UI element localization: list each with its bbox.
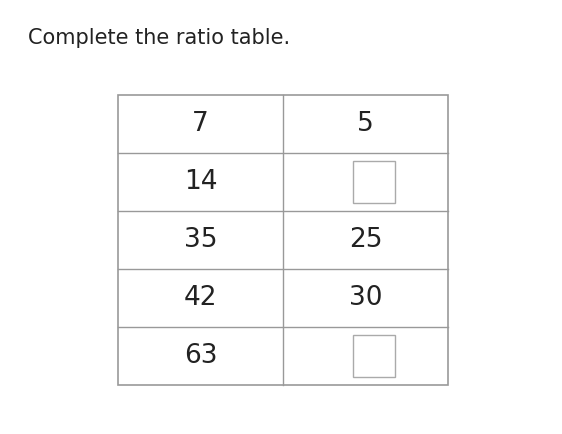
Bar bbox=[118, 95, 448, 385]
Text: 14: 14 bbox=[184, 169, 217, 195]
Text: 30: 30 bbox=[349, 285, 382, 311]
Text: 63: 63 bbox=[184, 343, 217, 369]
Text: Complete the ratio table.: Complete the ratio table. bbox=[28, 28, 290, 48]
Text: 35: 35 bbox=[184, 227, 217, 253]
Text: 42: 42 bbox=[184, 285, 217, 311]
Bar bbox=[352, 335, 395, 377]
Text: 7: 7 bbox=[192, 111, 209, 137]
Bar bbox=[352, 161, 395, 203]
Text: 25: 25 bbox=[349, 227, 382, 253]
Text: 5: 5 bbox=[357, 111, 374, 137]
